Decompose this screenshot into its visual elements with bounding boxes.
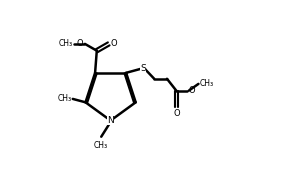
Text: O: O: [189, 86, 195, 95]
Text: CH₃: CH₃: [93, 141, 107, 150]
Text: CH₃: CH₃: [199, 79, 213, 88]
Text: S: S: [140, 64, 146, 73]
Text: O: O: [77, 39, 83, 48]
Text: N: N: [107, 116, 114, 125]
Text: CH₃: CH₃: [57, 94, 71, 103]
Text: CH₃: CH₃: [59, 39, 73, 48]
Text: O: O: [111, 39, 117, 48]
Text: O: O: [173, 109, 180, 118]
